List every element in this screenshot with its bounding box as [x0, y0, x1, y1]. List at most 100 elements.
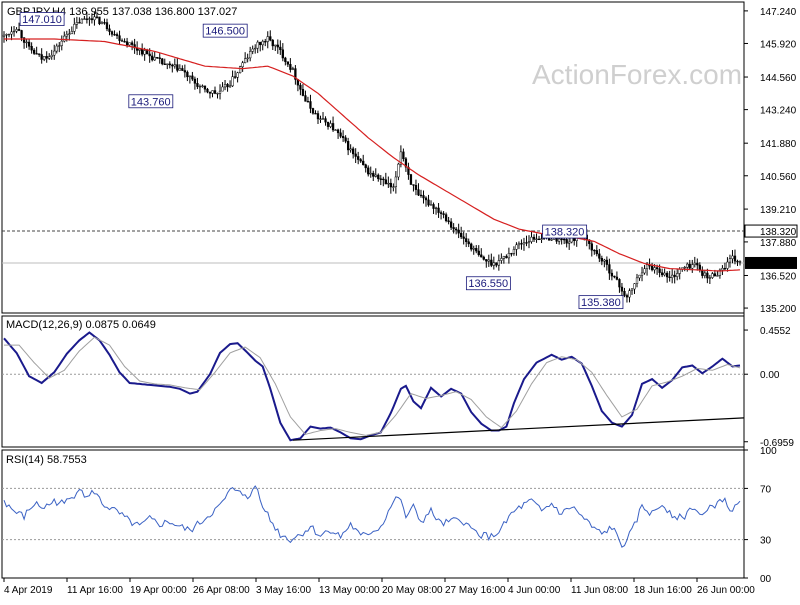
price-candle — [75, 16, 78, 29]
x-tick-label: 26 Jun 00:00 — [697, 585, 755, 596]
price-candle — [301, 84, 305, 97]
price-candle — [309, 94, 312, 114]
price-candle — [492, 256, 495, 270]
price-candle — [527, 235, 531, 249]
price-candle — [259, 41, 262, 52]
price-candle — [434, 206, 438, 215]
price-candle — [608, 258, 611, 280]
price-candle — [633, 283, 636, 294]
x-tick-label: 4 Jun 00:00 — [508, 585, 561, 596]
price-candle — [48, 53, 51, 60]
price-candle — [414, 179, 418, 196]
price-candle — [10, 26, 13, 41]
price-candle — [178, 64, 181, 71]
watermark: ActionForex.com — [532, 59, 742, 90]
price-candle — [63, 31, 66, 43]
price-candle — [475, 245, 478, 254]
price-candle — [88, 16, 91, 26]
price-candle — [98, 16, 101, 26]
price-candle — [196, 77, 199, 90]
macd-y-tick-label: -0.6959 — [760, 438, 794, 449]
price-candle — [568, 236, 571, 250]
price-candle — [603, 258, 606, 268]
price-candle — [70, 26, 73, 35]
price-candle — [5, 33, 8, 42]
price-candle — [721, 265, 724, 276]
x-tick-label: 3 May 16:00 — [256, 585, 311, 596]
price-candle — [58, 42, 61, 53]
price-candle — [236, 71, 239, 83]
macd-panel-title: MACD(12,26,9) 0.0875 0.0649 — [6, 319, 156, 331]
price-candle — [314, 110, 317, 115]
price-candle — [500, 253, 503, 264]
price-candle — [693, 256, 696, 268]
price-candle — [723, 262, 727, 271]
price-candle — [35, 46, 38, 55]
price-candle — [397, 162, 400, 181]
price-candle — [203, 85, 207, 93]
price-candle — [50, 49, 53, 60]
price-candle — [271, 38, 274, 51]
price-candle — [193, 76, 197, 90]
price-candle — [80, 18, 84, 24]
macd-signal-line — [4, 336, 741, 436]
price-candle — [243, 52, 247, 64]
price-candle — [55, 43, 58, 54]
price-candle — [276, 39, 279, 54]
price-candle — [502, 255, 506, 264]
price-candle — [281, 43, 284, 62]
price-candle — [738, 260, 742, 266]
price-candle — [43, 56, 46, 62]
price-candle — [643, 265, 646, 275]
price-candle — [156, 56, 159, 59]
x-tick-label: 4 Apr 2019 — [4, 585, 53, 596]
price-candle — [256, 40, 259, 54]
price-candle — [507, 247, 511, 264]
price-candle — [274, 44, 277, 51]
price-y-tick-label: 145.920 — [760, 39, 797, 50]
rsi-y-tick-label: 00 — [760, 574, 772, 585]
price-candle — [38, 53, 41, 57]
macd-line — [3, 331, 741, 442]
price-candle — [424, 196, 428, 207]
price-candle — [728, 254, 732, 268]
price-y-tick-label: 140.560 — [760, 172, 797, 183]
price-candle — [73, 17, 76, 35]
price-candle — [522, 237, 526, 251]
price-candle — [598, 248, 601, 262]
price-candle — [379, 175, 382, 186]
price-candle — [535, 233, 538, 243]
price-callout-label: 136.550 — [468, 278, 508, 290]
price-candle — [32, 48, 36, 55]
last-price-box — [745, 256, 797, 269]
price-candle — [93, 11, 96, 26]
price-candle — [439, 210, 443, 220]
price-y-tick-label: 147.240 — [760, 7, 797, 18]
price-candle — [650, 262, 654, 272]
price-candle — [635, 273, 639, 288]
price-candle — [532, 234, 536, 243]
price-candle — [2, 31, 6, 43]
price-callout-label: 138.320 — [545, 227, 585, 239]
x-tick-label: 11 Apr 16:00 — [67, 585, 123, 596]
rsi-line — [3, 485, 741, 548]
price-candle — [404, 157, 408, 172]
price-candle — [25, 39, 28, 48]
price-candle — [153, 51, 156, 61]
price-candle — [226, 83, 229, 92]
price-candle — [374, 168, 377, 178]
price-candle — [480, 248, 483, 258]
price-candle — [231, 70, 234, 88]
price-candle — [517, 241, 521, 250]
price-candle — [711, 272, 714, 279]
price-candle — [186, 70, 189, 82]
reference-price-label: 138.320 — [760, 227, 797, 238]
price-candle — [600, 255, 603, 266]
price-candle — [505, 254, 508, 259]
price-candle — [455, 226, 458, 235]
x-tick-label: 18 Jun 16:00 — [634, 585, 692, 596]
price-candle — [726, 257, 729, 272]
price-candle — [409, 173, 413, 185]
price-candle — [181, 65, 184, 71]
